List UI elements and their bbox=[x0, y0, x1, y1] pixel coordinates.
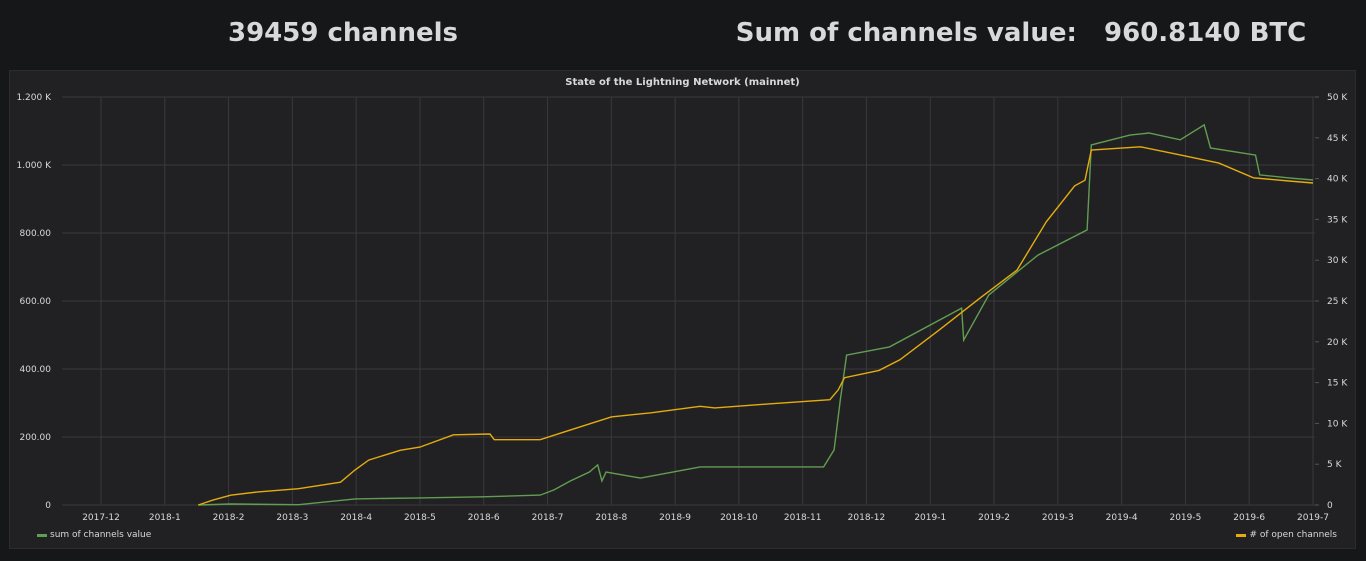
y-right-tick-label: 20 K bbox=[1327, 338, 1348, 348]
y-right-tick-label: 50 K bbox=[1327, 93, 1348, 103]
y-right-tick-label: 5 K bbox=[1327, 460, 1343, 470]
x-tick-label: 2018-10 bbox=[720, 513, 758, 523]
x-tick-label: 2019-3 bbox=[1042, 513, 1074, 523]
legend-item-sum-of-channels-value[interactable]: sum of channels value bbox=[37, 530, 151, 540]
legend-label: sum of channels value bbox=[50, 530, 152, 540]
x-tick-label: 2019-5 bbox=[1169, 513, 1201, 523]
x-tick-label: 2018-4 bbox=[340, 513, 372, 523]
x-tick-label: 2018-5 bbox=[404, 513, 436, 523]
y-right-tick-label: 45 K bbox=[1327, 134, 1348, 144]
x-tick-label: 2019-2 bbox=[978, 513, 1010, 523]
y-right-tick-label: 15 K bbox=[1327, 379, 1348, 389]
chart-title[interactable]: State of the Lightning Network (mainnet) bbox=[565, 77, 800, 88]
series-line-sum-of-channels-value bbox=[198, 123, 1314, 506]
x-tick-label: 2019-1 bbox=[914, 513, 946, 523]
series-line-of-open-channels bbox=[198, 146, 1314, 506]
x-tick-label: 2018-9 bbox=[659, 513, 691, 523]
x-tick-label: 2018-2 bbox=[213, 513, 245, 523]
y-left-tick-label: 0 bbox=[45, 501, 51, 511]
y-left-tick-label: 800.00 bbox=[20, 229, 52, 239]
channel-value-sum-stat: Sum of channels value: 960.8140 BTC bbox=[735, 18, 1307, 48]
x-tick-label: 2018-6 bbox=[468, 513, 500, 523]
x-tick-label: 2018-8 bbox=[595, 513, 627, 523]
y-left-tick-label: 200.00 bbox=[20, 433, 52, 443]
x-tick-label: 2018-11 bbox=[784, 513, 822, 523]
y-right-tick-label: 0 bbox=[1327, 501, 1333, 511]
y-right-tick-label: 10 K bbox=[1327, 419, 1348, 429]
y-left-tick-label: 1.200 K bbox=[16, 93, 52, 103]
y-right-tick-label: 35 K bbox=[1327, 215, 1348, 225]
x-tick-label: 2018-1 bbox=[149, 513, 181, 523]
legend-swatch-orange bbox=[1236, 533, 1247, 537]
y-left-tick-label: 1.000 K bbox=[16, 161, 52, 171]
y-right-tick-label: 30 K bbox=[1327, 256, 1348, 266]
legend-item-open-channels[interactable]: # of open channels bbox=[1236, 530, 1337, 540]
y-right-tick-label: 25 K bbox=[1327, 297, 1348, 307]
x-tick-label: 2018-12 bbox=[848, 513, 886, 523]
channel-count-stat: 39459 channels bbox=[227, 18, 458, 48]
legend-swatch-green bbox=[37, 533, 47, 537]
y-right-tick-label: 40 K bbox=[1327, 175, 1348, 185]
x-tick-label: 2018-7 bbox=[532, 513, 564, 523]
chart-panel: State of the Lightning Network (mainnet) bbox=[9, 70, 1356, 549]
x-tick-label: 2018-3 bbox=[276, 513, 308, 523]
x-tick-label: 2019-6 bbox=[1233, 513, 1265, 523]
y-left-tick-label: 600.00 bbox=[20, 297, 52, 307]
x-tick-label: 2017-12 bbox=[82, 513, 120, 523]
legend-label: # of open channels bbox=[1249, 530, 1337, 540]
y-left-tick-label: 400.00 bbox=[20, 365, 52, 375]
x-tick-label: 2019-7 bbox=[1297, 513, 1329, 523]
x-tick-label: 2019-4 bbox=[1106, 513, 1138, 523]
